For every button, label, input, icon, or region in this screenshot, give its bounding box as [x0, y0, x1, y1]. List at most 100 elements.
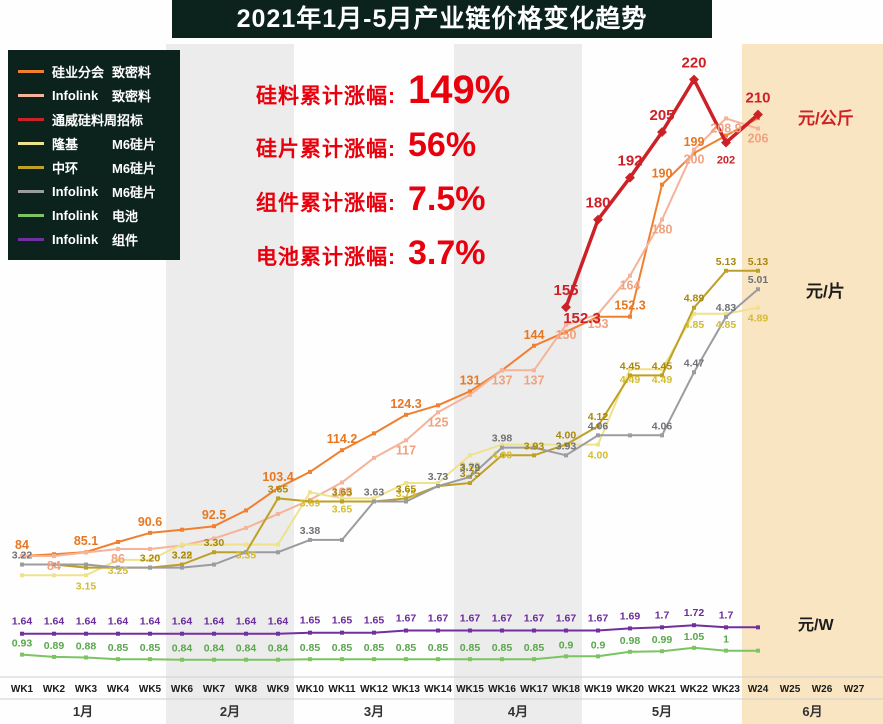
data-point — [244, 508, 248, 513]
week-label-W25: W25 — [780, 684, 801, 695]
data-point — [340, 630, 344, 635]
summary-stats: 硅料累计涨幅: 149% 硅片累计涨幅: 56% 组件累计涨幅: 7.5% 电池累计涨幅: 3… — [256, 68, 510, 288]
legend-swatch — [18, 237, 44, 241]
data-point — [468, 657, 472, 662]
value-label: 0.85 — [396, 642, 417, 654]
data-point — [692, 311, 696, 316]
value-label: 4.89 — [748, 313, 769, 325]
legend-swatch — [18, 117, 44, 121]
value-label: 150 — [556, 328, 577, 342]
data-point — [148, 657, 152, 662]
value-label: 1.72 — [684, 607, 705, 619]
data-point — [308, 490, 312, 495]
value-label: 1.67 — [524, 613, 545, 625]
summary-value: 7.5% — [408, 180, 486, 218]
data-point — [148, 631, 152, 636]
value-label: 0.85 — [332, 642, 353, 654]
value-label: 3.22 — [172, 550, 193, 562]
value-label: 3.65 — [332, 503, 353, 515]
value-label: 131 — [460, 373, 481, 387]
data-point — [436, 628, 440, 633]
series-cell-line — [21, 646, 758, 661]
legend-product: M6硅片 — [112, 160, 157, 176]
summary-row-2: 组件累计涨幅: 7.5% — [256, 180, 510, 234]
value-label: 4.49 — [652, 374, 673, 386]
series-infolink_poly — [20, 116, 760, 558]
week-label-WK9: WK9 — [267, 684, 290, 695]
value-label: 1.05 — [684, 631, 705, 643]
x-axis: WK1 WK2 WK3 WK4 WK5 WK6 WK7 WK8 WK9 WK10 WK11 WK12 W… — [0, 676, 883, 719]
data-point — [564, 628, 568, 633]
value-label: 1.64 — [12, 616, 33, 628]
data-point — [564, 453, 568, 458]
week-label-WK7: WK7 — [203, 684, 226, 695]
value-label: 0.88 — [76, 641, 97, 653]
data-point — [692, 147, 696, 152]
value-label: 1.67 — [556, 613, 577, 625]
data-point — [596, 424, 600, 429]
data-point — [753, 109, 763, 120]
legend-item-3: 隆基 M6硅片 — [18, 131, 170, 155]
value-label: 4.06 — [588, 420, 609, 432]
data-point — [84, 631, 88, 636]
data-point — [724, 648, 728, 653]
value-label: 3.35 — [236, 550, 257, 562]
summary-value: 149% — [408, 68, 511, 112]
value-label: 205 — [649, 107, 674, 124]
data-point — [532, 442, 536, 447]
value-label: 3.75 — [460, 468, 481, 480]
value-label: 144 — [524, 328, 545, 342]
value-label: 200 — [684, 153, 705, 167]
value-label: 1.67 — [396, 613, 417, 625]
legend-item-1: Infolink 致密料 — [18, 83, 170, 107]
series-module-labels: 1.64 1.64 1.64 1.64 1.64 1.64 1.64 1.64 1.64 1.65… — [12, 607, 734, 628]
data-point — [500, 453, 504, 458]
data-point — [52, 573, 56, 578]
value-label: 1.64 — [236, 616, 257, 628]
value-label: 1.64 — [204, 616, 225, 628]
value-label: 4.83 — [716, 302, 737, 314]
value-label: 1.69 — [620, 610, 641, 622]
data-point — [212, 550, 216, 555]
value-label: 1.65 — [332, 615, 353, 627]
summary-value: 56% — [408, 126, 477, 164]
week-label-WK17: WK17 — [520, 684, 548, 695]
series-zhonghuan-line — [22, 269, 758, 569]
data-point — [212, 542, 216, 547]
value-label: 0.9 — [591, 639, 606, 651]
data-point — [340, 537, 344, 542]
series-infolink_poly-labels: 84 86 105 117 125 137 137 150 153 164 180 200 208.9 2… — [47, 121, 768, 573]
data-point — [372, 431, 376, 436]
data-point — [625, 172, 635, 183]
value-label: 3.30 — [204, 537, 225, 549]
value-label: 1.64 — [44, 616, 65, 628]
data-point — [372, 499, 376, 504]
data-point — [468, 392, 472, 397]
data-point — [468, 628, 472, 633]
data-point — [692, 151, 696, 156]
data-point — [404, 657, 408, 662]
week-label-WK5: WK5 — [139, 684, 162, 695]
value-label: 1.67 — [428, 613, 449, 625]
annotation-label: 202 — [717, 155, 735, 167]
data-point — [692, 623, 696, 628]
series-cell — [20, 645, 760, 662]
series-zhonghuan — [20, 268, 760, 570]
week-label-WK16: WK16 — [488, 684, 516, 695]
value-label: 4.85 — [684, 319, 705, 331]
data-point — [116, 631, 120, 636]
data-point — [468, 481, 472, 486]
series-module-line — [22, 624, 758, 635]
legend-source: 中环 — [52, 160, 79, 176]
value-label: 0.84 — [268, 643, 289, 655]
unit-label-silicon: 元/公斤 — [798, 109, 854, 128]
series-zhonghuan-labels: 3.20 3.223.303.65 3.63 3.653.753.934.004.12… — [140, 256, 769, 565]
series-infolink_wafer — [20, 287, 760, 570]
data-point — [340, 480, 344, 485]
data-point — [532, 445, 536, 450]
data-point — [756, 287, 760, 292]
data-point — [308, 657, 312, 662]
week-label-W24: W24 — [748, 684, 769, 695]
data-point — [468, 474, 472, 479]
data-point — [564, 442, 568, 447]
